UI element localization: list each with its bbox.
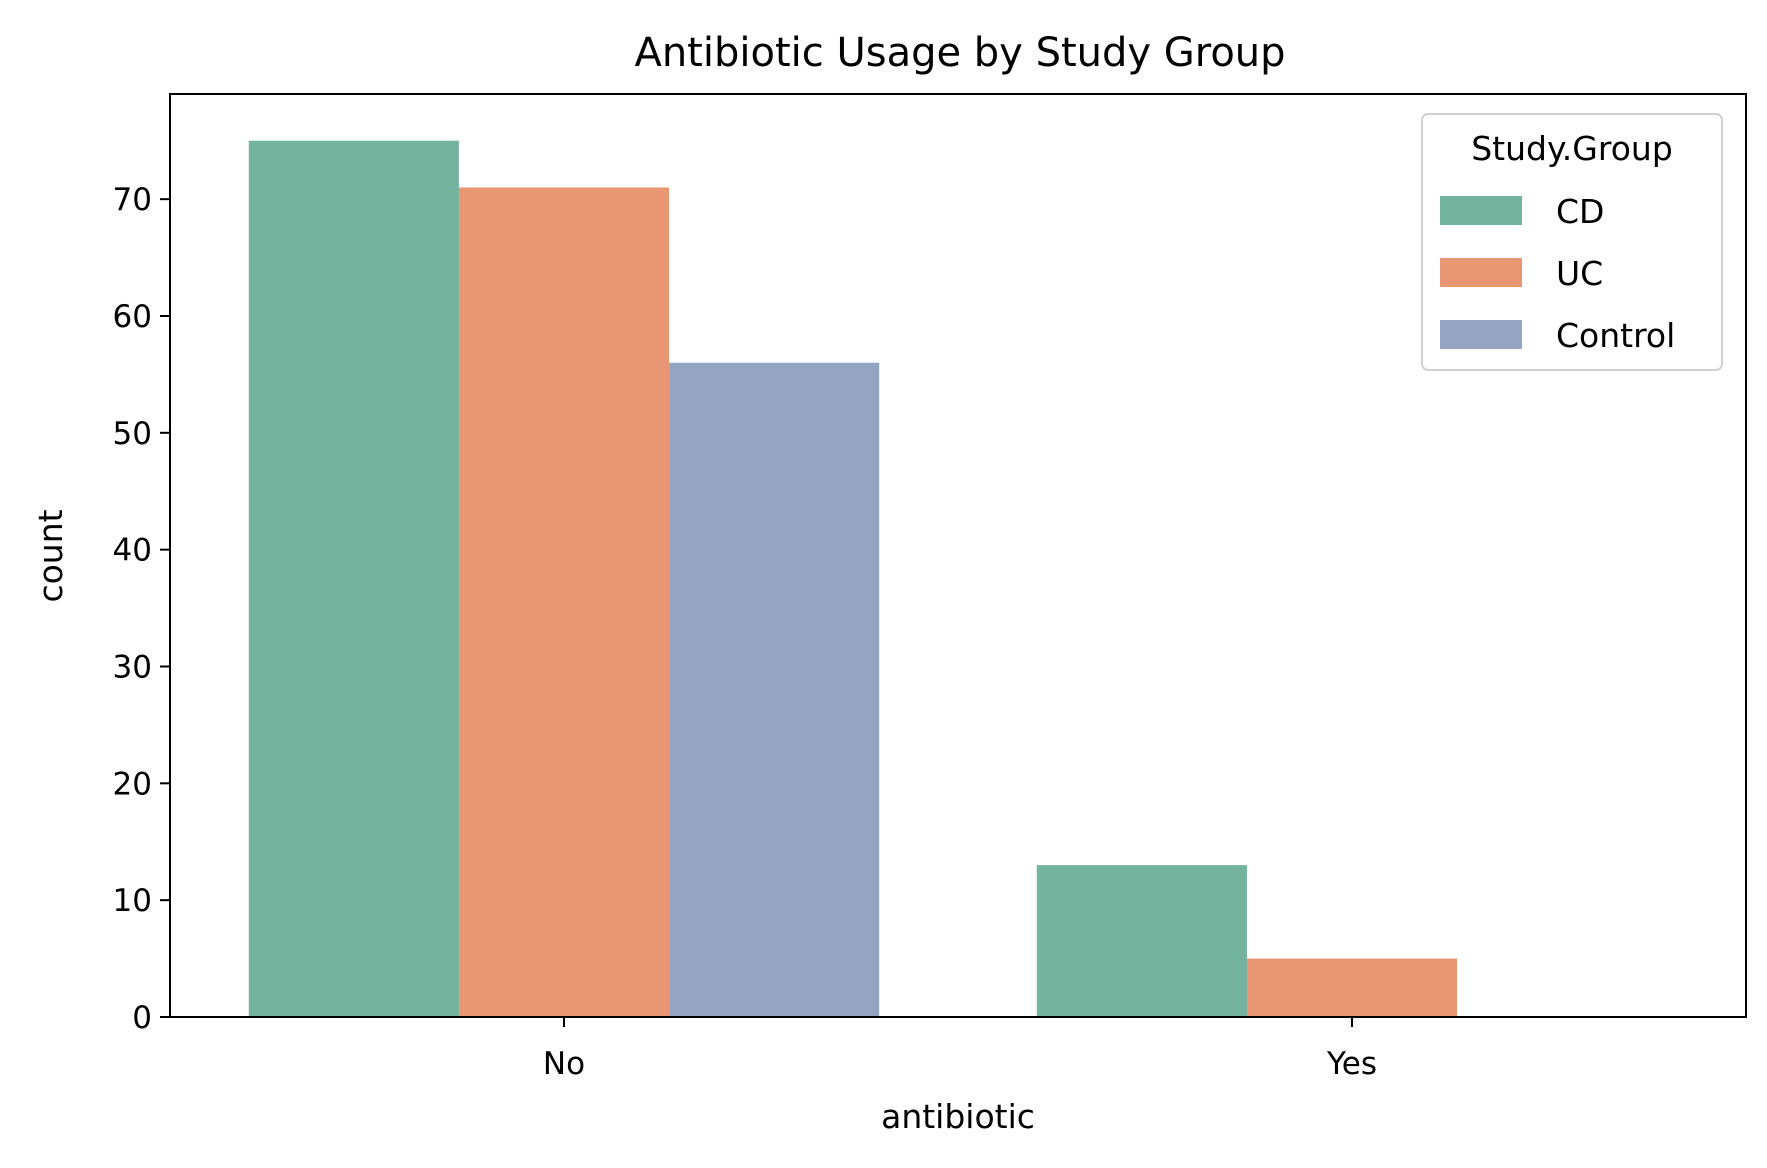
y-tick-label: 50 — [113, 416, 152, 452]
legend-frame — [1421, 113, 1723, 371]
y-axis-label: count — [31, 509, 70, 602]
chart-title: Antibiotic Usage by Study Group — [634, 30, 1285, 76]
plot-frame — [169, 93, 1747, 1018]
y-axis: 0 10 20 30 40 50 60 70 — [113, 182, 170, 1036]
x-tick-label: No — [543, 1046, 585, 1082]
y-tick-label: 20 — [113, 766, 152, 802]
legend-label-control: Control — [1556, 316, 1675, 355]
legend-swatch-uc — [1440, 258, 1522, 287]
legend-label-cd: CD — [1556, 192, 1604, 231]
bar-cd-no — [248, 140, 459, 1018]
bar-cd-yes — [1036, 865, 1247, 1017]
legend-items: CD UC Control — [1440, 192, 1675, 355]
y-tick-label: 60 — [113, 299, 152, 335]
y-tick-label: 0 — [132, 1000, 152, 1036]
bar-control-no — [669, 362, 880, 1018]
x-axis: No Yes — [543, 1017, 1377, 1082]
legend: Study.Group CD UC Control — [1421, 113, 1723, 371]
bar-uc-no — [458, 187, 670, 1018]
x-tick-label: Yes — [1326, 1046, 1377, 1082]
x-axis-label: antibiotic — [881, 1097, 1035, 1136]
legend-title: Study.Group — [1471, 129, 1673, 168]
bar-uc-yes — [1246, 958, 1458, 1017]
y-tick-label: 10 — [113, 883, 152, 919]
legend-label-uc: UC — [1556, 254, 1603, 293]
y-tick-label: 30 — [113, 649, 152, 685]
legend-swatch-cd — [1440, 196, 1522, 225]
bars-group — [248, 140, 1458, 1018]
y-tick-label: 40 — [113, 533, 152, 569]
y-tick-label: 70 — [113, 182, 152, 218]
legend-swatch-control — [1440, 320, 1522, 349]
